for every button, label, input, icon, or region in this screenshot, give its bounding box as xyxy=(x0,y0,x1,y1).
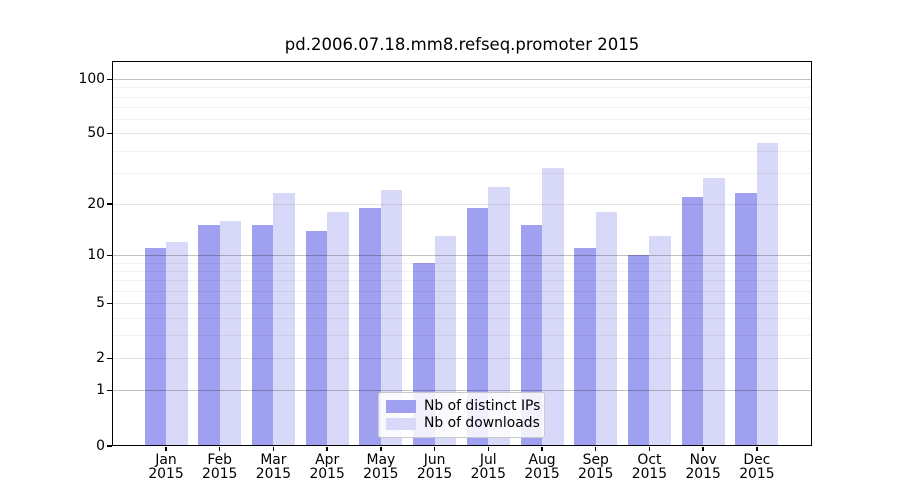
bar-downloads-mar xyxy=(273,193,295,446)
gridline-30 xyxy=(113,172,811,174)
bar-downloads-sep xyxy=(595,211,618,446)
gridline-5 xyxy=(113,303,811,305)
x-tick-label-feb: Feb 2015 xyxy=(202,452,238,482)
bar-downloads-nov xyxy=(703,178,725,446)
bar-downloads-apr xyxy=(327,211,349,446)
y-tick-mark-5 xyxy=(106,302,112,305)
x-tick-label-jun: Jun 2015 xyxy=(416,452,453,482)
plot-area xyxy=(113,62,811,446)
bar-ips-dec xyxy=(735,193,757,446)
bar-downloads-jul xyxy=(488,186,510,446)
gridline-50 xyxy=(113,133,811,135)
bar-downloads-oct xyxy=(649,236,671,446)
x-tick-label-jul: Jul 2015 xyxy=(470,452,506,482)
gridline-6 xyxy=(113,291,811,293)
y-tick-mark-50 xyxy=(106,132,112,135)
y-tick-mark-0 xyxy=(106,445,112,447)
gridline-90 xyxy=(113,87,811,89)
x-tick-mark-aug xyxy=(541,446,543,451)
gridline-9 xyxy=(113,262,811,264)
gridline-80 xyxy=(113,96,811,98)
bar-ips-aug xyxy=(520,225,543,446)
y-tick-mark-2 xyxy=(106,357,112,360)
legend-item-distinct-ips: Nb of distinct IPs xyxy=(379,398,544,416)
x-tick-mark-jan xyxy=(165,446,167,451)
y-tick-label-0: 0 xyxy=(96,437,105,454)
gridline-7 xyxy=(113,280,811,282)
x-tick-mark-dec xyxy=(756,446,758,451)
y-tick-label-5: 5 xyxy=(96,295,105,312)
legend-item-downloads: Nb of downloads xyxy=(379,415,544,433)
legend: Nb of distinct IPs Nb of downloads xyxy=(378,391,545,438)
bar-downloads-jan xyxy=(166,241,188,446)
x-tick-label-aug: Aug 2015 xyxy=(524,452,560,482)
bar-downloads-aug xyxy=(542,167,564,446)
gridline-70 xyxy=(113,107,811,109)
x-tick-label-apr: Apr 2015 xyxy=(309,452,345,482)
bar-downloads-may xyxy=(380,189,403,446)
y-tick-mark-20 xyxy=(106,203,112,205)
x-tick-mark-apr xyxy=(326,446,328,451)
bar-ips-sep xyxy=(574,248,596,446)
bar-ips-jul xyxy=(466,207,489,446)
x-tick-label-may: May 2015 xyxy=(363,452,399,482)
x-tick-mark-mar xyxy=(272,446,275,451)
gridline-40 xyxy=(113,150,811,152)
y-tick-mark-100 xyxy=(106,78,112,81)
bar-ips-feb xyxy=(198,225,220,446)
bar-ips-mar xyxy=(251,225,274,446)
y-tick-label-1: 1 xyxy=(96,382,105,399)
bar-ips-jan xyxy=(144,248,166,446)
x-tick-mark-jun xyxy=(433,446,436,451)
gridline-3 xyxy=(113,335,811,337)
y-tick-label-20: 20 xyxy=(87,195,105,212)
gridline-20 xyxy=(113,203,811,205)
bar-ips-apr xyxy=(305,230,328,446)
y-tick-label-50: 50 xyxy=(87,125,105,142)
bar-downloads-feb xyxy=(219,220,242,446)
x-tick-mark-jul xyxy=(487,446,490,451)
x-tick-label-sep: Sep 2015 xyxy=(578,452,614,482)
x-tick-mark-oct xyxy=(648,446,651,451)
gridline-10 xyxy=(113,255,811,257)
gridline-60 xyxy=(113,119,811,121)
legend-label-downloads: Nb of downloads xyxy=(424,415,540,432)
gridline-1 xyxy=(113,390,811,392)
x-tick-label-nov: Nov 2015 xyxy=(685,452,721,482)
bar-ips-may xyxy=(359,207,381,446)
y-tick-label-10: 10 xyxy=(87,247,105,264)
y-tick-mark-1 xyxy=(106,389,112,392)
x-tick-label-dec: Dec 2015 xyxy=(739,452,775,482)
gridline-2 xyxy=(113,358,811,360)
x-tick-mark-nov xyxy=(702,446,704,451)
bar-downloads-dec xyxy=(756,143,779,446)
x-tick-mark-may xyxy=(380,446,382,451)
y-tick-label-100: 100 xyxy=(78,71,105,88)
chart-title: pd.2006.07.18.mm8.refseq.promoter 2015 xyxy=(284,35,640,54)
x-tick-mark-sep xyxy=(594,446,597,451)
x-tick-label-mar: Mar 2015 xyxy=(255,452,292,482)
gridline-100 xyxy=(113,79,811,81)
x-tick-label-jan: Jan 2015 xyxy=(148,452,184,482)
legend-label-ips: Nb of distinct IPs xyxy=(424,397,541,414)
y-tick-label-2: 2 xyxy=(96,350,105,367)
ips-swatch-icon xyxy=(386,400,416,413)
gridline-4 xyxy=(113,317,811,319)
bar-ips-nov xyxy=(681,196,704,446)
y-tick-mark-10 xyxy=(106,254,112,257)
x-tick-label-oct: Oct 2015 xyxy=(631,452,668,482)
gridline-8 xyxy=(113,271,811,273)
downloads-swatch-icon xyxy=(386,417,416,430)
x-tick-mark-feb xyxy=(218,446,221,451)
bar-ips-oct xyxy=(627,255,650,446)
